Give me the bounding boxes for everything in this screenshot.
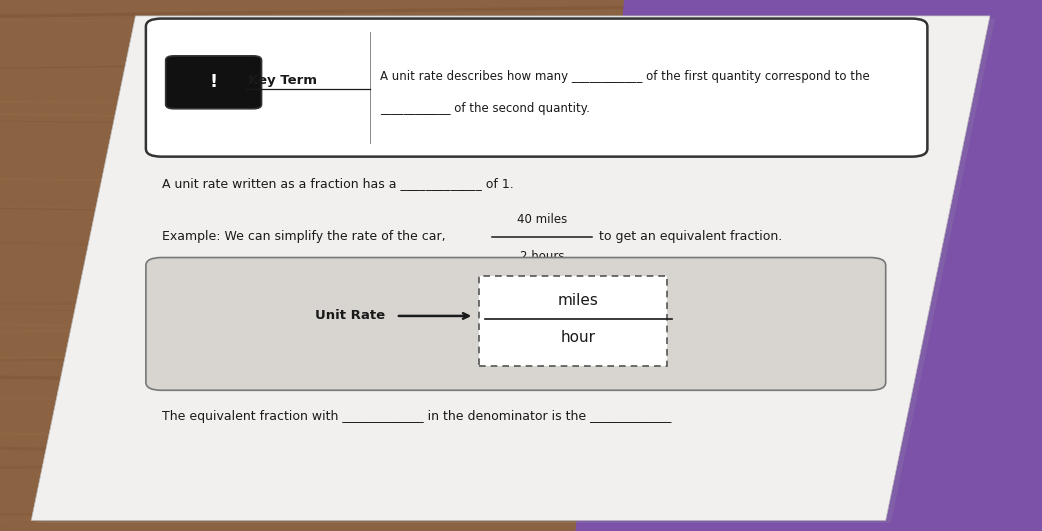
Text: hour: hour <box>561 330 596 345</box>
Text: The equivalent fraction with _____________ in the denominator is the ___________: The equivalent fraction with ___________… <box>162 410 671 423</box>
FancyBboxPatch shape <box>479 276 667 366</box>
Text: A unit rate describes how many ____________ of the first quantity correspond to : A unit rate describes how many _________… <box>380 71 870 83</box>
Text: ____________ of the second quantity.: ____________ of the second quantity. <box>380 102 590 115</box>
Text: Key Term: Key Term <box>248 74 317 87</box>
FancyBboxPatch shape <box>146 258 886 390</box>
Text: Unit Rate: Unit Rate <box>316 310 386 322</box>
Polygon shape <box>36 19 995 523</box>
Text: Example: We can simplify the rate of the car,: Example: We can simplify the rate of the… <box>162 230 445 243</box>
FancyBboxPatch shape <box>166 56 262 109</box>
Text: 40 miles: 40 miles <box>517 213 567 226</box>
Polygon shape <box>31 16 990 520</box>
Text: to get an equivalent fraction.: to get an equivalent fraction. <box>599 230 783 243</box>
Text: miles: miles <box>557 293 599 307</box>
Polygon shape <box>573 0 1042 531</box>
FancyBboxPatch shape <box>146 19 927 157</box>
Text: !: ! <box>209 73 218 91</box>
Text: A unit rate written as a fraction has a _____________ of 1.: A unit rate written as a fraction has a … <box>162 177 514 190</box>
Text: 2 hours: 2 hours <box>520 250 564 262</box>
